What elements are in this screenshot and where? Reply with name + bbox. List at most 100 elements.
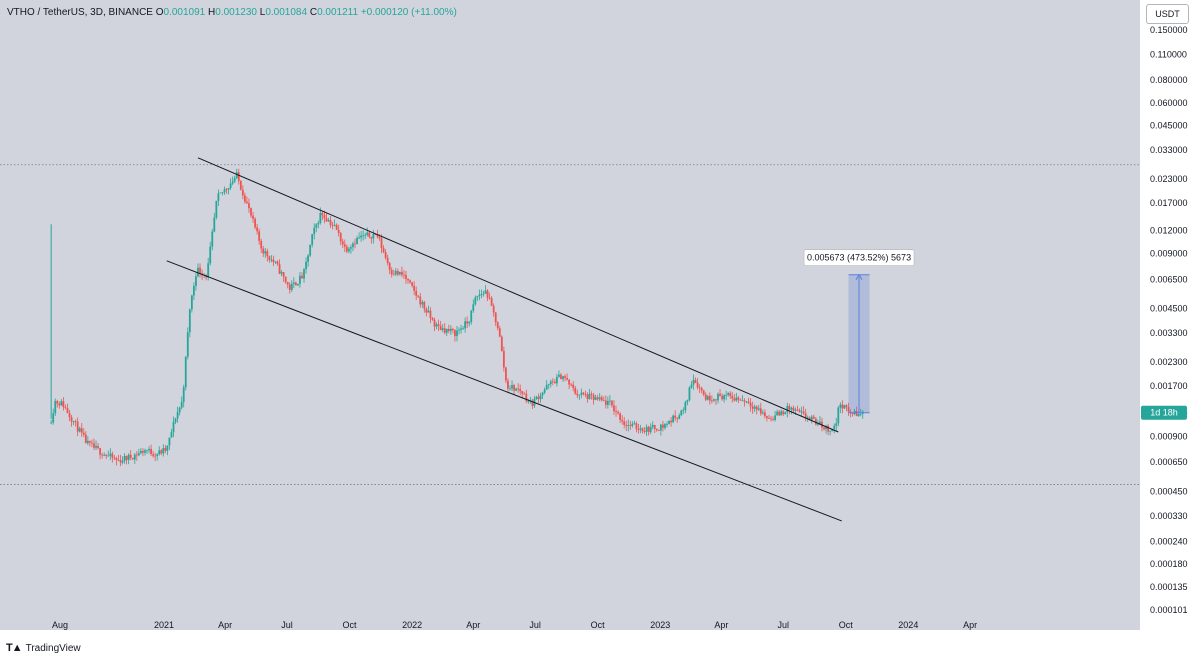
lower-channel-line[interactable]: [166, 260, 842, 522]
candle-body: [76, 421, 79, 432]
price-tick-label: 0.004500: [1150, 303, 1188, 313]
candle-body: [384, 251, 387, 258]
price-axis[interactable]: [1140, 0, 1200, 630]
candle-body: [847, 407, 850, 412]
candle-body: [790, 407, 793, 410]
candle-body: [564, 376, 566, 379]
candle-body: [812, 416, 815, 419]
candle-body: [621, 419, 624, 422]
candle-body: [613, 405, 615, 412]
tradingview-brand[interactable]: T▲ TradingView: [6, 642, 81, 654]
candle-body: [262, 248, 265, 254]
candle-body: [337, 229, 340, 234]
candle-body: [729, 393, 732, 396]
candle-body: [445, 328, 448, 333]
candle-body: [641, 428, 644, 432]
candle-body: [678, 415, 681, 419]
candle-body: [207, 263, 210, 278]
candle-body: [590, 393, 593, 395]
measure-label-box: [803, 249, 915, 267]
candle-body: [435, 324, 438, 327]
candle-body: [56, 401, 59, 404]
candle-body: [596, 397, 599, 400]
candle-body: [86, 440, 89, 444]
candle-body: [819, 421, 821, 425]
candle-body: [264, 251, 267, 254]
price-tick-label: 0.110000: [1150, 50, 1187, 60]
candle-body: [386, 257, 389, 264]
candle-body: [241, 189, 244, 196]
candle-body: [657, 430, 660, 431]
candle-body: [190, 295, 193, 310]
candle-body: [814, 418, 817, 425]
last-price-tag[interactable]: [1141, 405, 1187, 420]
candle-body: [806, 417, 809, 419]
low-label: L: [259, 7, 266, 18]
upper-channel-line[interactable]: [197, 157, 839, 433]
candle-body: [741, 400, 744, 402]
candle-body: [690, 384, 693, 388]
price-tick-label: 0.002300: [1150, 357, 1188, 367]
candle-body: [425, 308, 428, 313]
candle-body: [74, 421, 77, 423]
candle-body: [496, 322, 499, 329]
time-tick-label: 2023: [650, 620, 670, 630]
candle-body: [54, 401, 57, 414]
candle-body: [382, 247, 385, 252]
candle-body: [370, 237, 373, 239]
candle-body: [158, 450, 161, 455]
time-tick-label: Aug: [52, 620, 68, 630]
candle-body: [770, 418, 772, 420]
candle-body: [719, 393, 721, 396]
candle-body: [666, 423, 668, 425]
candle-body: [639, 428, 642, 430]
candle-body: [231, 181, 234, 184]
chart-pane[interactable]: [0, 0, 1140, 630]
time-tick-label: Jul: [777, 620, 789, 630]
candle-body: [772, 419, 774, 421]
candle-body: [93, 443, 95, 448]
candle-body: [319, 212, 322, 223]
candle-body: [305, 261, 307, 270]
candle-body: [633, 423, 636, 425]
candle-body: [855, 411, 858, 416]
candle-body: [743, 400, 746, 402]
candle-body: [515, 388, 518, 391]
candle-body: [178, 407, 181, 413]
candle-body: [539, 395, 542, 400]
candle-body: [276, 261, 279, 265]
time-tick-label: Jul: [281, 620, 293, 630]
candle-body: [135, 454, 138, 456]
candle-body: [358, 237, 360, 239]
candle-body: [284, 276, 287, 283]
candle-body: [229, 183, 232, 189]
candle-body: [105, 454, 108, 456]
candle-body: [715, 399, 717, 401]
candle-body: [368, 232, 371, 238]
candle-body: [619, 413, 622, 420]
candle-body: [566, 378, 568, 380]
candle-body: [413, 285, 416, 291]
candle-body: [543, 389, 546, 393]
price-tick-label: 0.000135: [1150, 582, 1188, 592]
candle-body: [721, 395, 723, 400]
candle-body: [747, 401, 750, 403]
time-tick-label: Apr: [466, 620, 480, 630]
candle-body: [170, 432, 173, 438]
currency-button[interactable]: USDT: [1146, 4, 1189, 24]
candle-body: [113, 457, 116, 459]
candle-body: [647, 426, 650, 433]
candle-body: [751, 406, 754, 409]
candle-body: [407, 278, 409, 281]
candle-body: [164, 448, 167, 451]
candle-body: [482, 293, 485, 295]
candle-body: [317, 222, 320, 225]
candle-body: [380, 238, 383, 248]
candle-body: [494, 312, 497, 323]
candle-body: [680, 410, 683, 416]
candle-body: [162, 448, 165, 454]
time-axis[interactable]: [0, 630, 1200, 661]
candle-body: [784, 412, 787, 415]
candle-body: [841, 404, 844, 409]
